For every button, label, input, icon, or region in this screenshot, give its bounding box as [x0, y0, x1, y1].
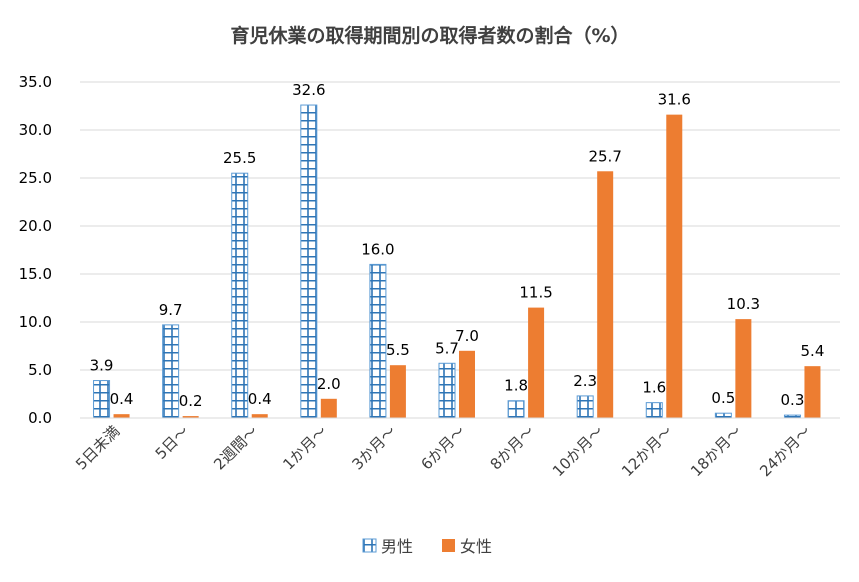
bar-female — [251, 414, 268, 418]
bar-male — [231, 172, 249, 419]
bar-female — [666, 114, 683, 418]
chart-title: 育児休業の取得期間別の取得者数の割合（%） — [230, 24, 629, 47]
bar-female — [735, 319, 752, 418]
data-label: 31.6 — [658, 91, 691, 109]
legend: 男性 女性 — [362, 537, 492, 556]
data-label: 32.6 — [292, 81, 325, 99]
legend-swatch-male — [362, 538, 377, 553]
data-label: 11.5 — [519, 284, 552, 302]
bar-male — [300, 104, 318, 419]
data-label: 9.7 — [159, 301, 183, 319]
y-tick-label: 25.0 — [19, 169, 52, 187]
data-label: 0.5 — [711, 389, 735, 407]
bar-male — [162, 324, 180, 419]
bar-male — [507, 400, 525, 419]
y-tick-label: 30.0 — [19, 121, 52, 139]
data-label: 0.2 — [179, 392, 203, 410]
data-label: 25.5 — [223, 149, 256, 167]
data-label: 2.0 — [317, 375, 341, 393]
data-label: 2.3 — [573, 372, 597, 390]
data-label: 1.8 — [504, 377, 528, 395]
x-tick-label: 5日未満 — [72, 422, 123, 473]
data-label: 16.0 — [361, 240, 394, 258]
y-tick-label: 35.0 — [19, 73, 52, 91]
legend-label-male: 男性 — [381, 537, 413, 556]
y-tick-label: 10.0 — [19, 313, 52, 331]
bar-male — [438, 362, 456, 419]
bar-female — [389, 365, 406, 418]
bar-female — [528, 307, 545, 418]
data-label: 0.4 — [248, 390, 272, 408]
x-tick-label: 12か月～ — [618, 422, 676, 480]
bar-male — [93, 380, 111, 419]
bar-female — [320, 398, 337, 418]
data-label: 3.9 — [90, 357, 114, 375]
x-tick-label: 6か月～ — [418, 422, 469, 473]
bar-male — [645, 402, 663, 419]
y-tick-label: 5.0 — [28, 361, 52, 379]
data-label: 10.3 — [727, 295, 760, 313]
data-label: 5.5 — [386, 341, 410, 359]
data-label: 5.7 — [435, 339, 459, 357]
bar-male — [714, 412, 732, 419]
data-label: 0.3 — [781, 391, 805, 409]
y-tick-label: 15.0 — [19, 265, 52, 283]
x-tick-label: 1か月～ — [279, 422, 330, 473]
bar-female — [597, 171, 614, 418]
bar-female — [459, 350, 475, 418]
bar-female — [113, 414, 130, 418]
x-tick-label: 18か月～ — [687, 422, 745, 480]
data-label: 5.4 — [801, 342, 825, 360]
legend-label-female: 女性 — [460, 537, 492, 556]
y-tick-label: 20.0 — [19, 217, 52, 235]
x-tick-label: 10か月～ — [549, 422, 607, 480]
bar-male — [576, 395, 594, 419]
data-label: 0.4 — [110, 390, 134, 408]
x-tick-label: 3か月～ — [348, 422, 399, 473]
data-label: 1.6 — [642, 379, 666, 397]
bar-female — [182, 416, 199, 418]
x-tick-label: 24か月～ — [756, 422, 814, 480]
x-tick-label: 8か月～ — [487, 422, 538, 473]
legend-swatch-female — [442, 539, 455, 552]
bar-male — [369, 263, 387, 419]
data-label: 25.7 — [588, 147, 621, 165]
x-tick-label: 2週間～ — [210, 422, 261, 473]
y-tick-label: 0.0 — [28, 409, 52, 427]
x-tick-label: 5日～ — [152, 422, 193, 463]
data-label: 7.0 — [455, 327, 479, 345]
bar-female — [804, 366, 821, 418]
